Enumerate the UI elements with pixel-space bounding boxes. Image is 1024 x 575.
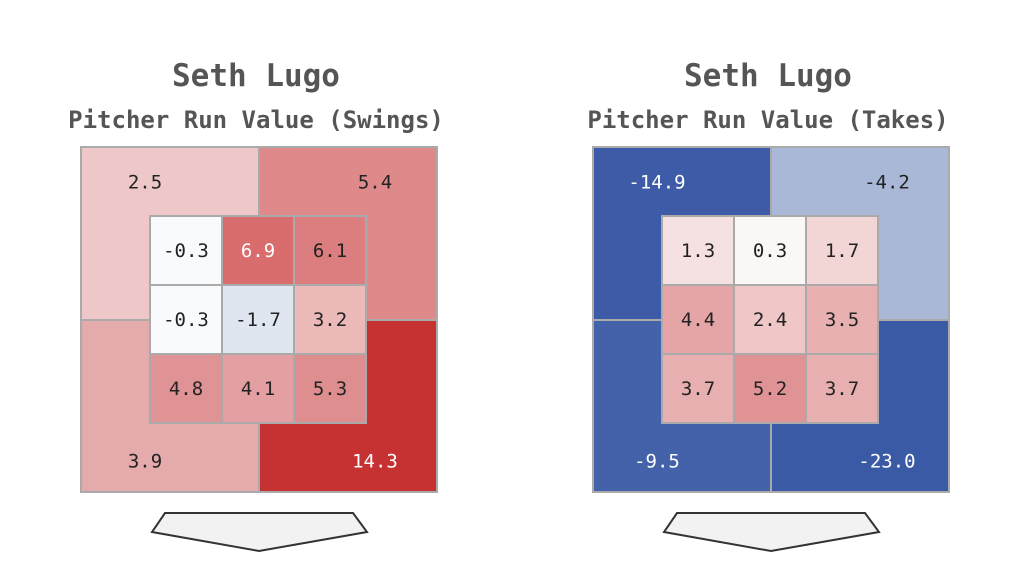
chart-subtitle: Pitcher Run Value (Swings) [68, 106, 444, 134]
outer-zone-label: -4.2 [864, 172, 910, 194]
zone-cell [661, 353, 735, 424]
zone-cell-label: -1.7 [235, 309, 281, 331]
zone-cell-label: 3.7 [681, 378, 715, 400]
zone-cell [293, 353, 367, 424]
zone-cell [805, 284, 879, 355]
strike-zone: -14.9 -4.2 -9.5 -23.0 1.3 0.3 1.7 4.4 2.4 3.5 3.7 5… [592, 146, 950, 493]
outer-zone-label: 5.4 [358, 172, 392, 194]
swings-heatmap: 2.5 5.4 3.9 14.3 -0.3 6.9 6.1 -0.3 -1.7 3.2 4.8 4.1… [80, 146, 438, 553]
outer-zone-label: 3.9 [128, 451, 162, 473]
zone-cell-label: 6.1 [313, 240, 347, 262]
outer-zone-label: -23.0 [858, 451, 915, 473]
zone-cell-label: 0.3 [753, 240, 787, 262]
strike-zone: 2.5 5.4 3.9 14.3 -0.3 6.9 6.1 -0.3 -1.7 3.2 4.8 4.1… [80, 146, 438, 493]
zone-cell-label: 2.4 [753, 309, 787, 331]
outer-zone-label: 14.3 [352, 451, 398, 473]
swings-panel: Seth Lugo Pitcher Run Value (Swings) 2.5… [68, 58, 444, 553]
takes-heatmap: -14.9 -4.2 -9.5 -23.0 1.3 0.3 1.7 4.4 2.4 3.5 3.7 5… [592, 146, 950, 553]
zone-cell [805, 215, 879, 286]
zone-cell [661, 284, 735, 355]
zone-cell [293, 215, 367, 286]
takes-panel: Seth Lugo Pitcher Run Value (Takes) -14.… [512, 0, 1024, 575]
zone-cell-label: 3.5 [825, 309, 859, 331]
zone-cell [221, 284, 295, 355]
home-plate-icon [662, 512, 881, 553]
home-plate-icon [150, 512, 369, 553]
zone-cell-label: 5.2 [753, 378, 787, 400]
chart-title: Seth Lugo [172, 58, 340, 94]
outer-zone-label: -14.9 [628, 172, 685, 194]
zone-cell-label: 4.1 [241, 378, 275, 400]
chart-title: Seth Lugo [684, 58, 852, 94]
zone-cell-label: 1.7 [825, 240, 859, 262]
outer-zone-label: 2.5 [128, 172, 162, 194]
zone-cell-label: 1.3 [681, 240, 715, 262]
chart-subtitle: Pitcher Run Value (Takes) [587, 106, 949, 134]
zone-cell-label: -0.3 [163, 309, 209, 331]
zone-cell [149, 284, 223, 355]
zone-cell-label: 5.3 [313, 378, 347, 400]
zone-cell-label: 3.7 [825, 378, 859, 400]
zone-cell-label: -0.3 [163, 240, 209, 262]
zone-cell-label: 4.8 [169, 378, 203, 400]
zone-cell-label: 4.4 [681, 309, 715, 331]
zone-cell [733, 353, 807, 424]
outer-zone-label: -9.5 [634, 451, 680, 473]
zone-cell-label: 3.2 [313, 309, 347, 331]
zone-cell [221, 353, 295, 424]
zone-cell-label: 6.9 [241, 240, 275, 262]
zone-cell [805, 353, 879, 424]
zone-cell [149, 353, 223, 424]
zone-cell [733, 284, 807, 355]
